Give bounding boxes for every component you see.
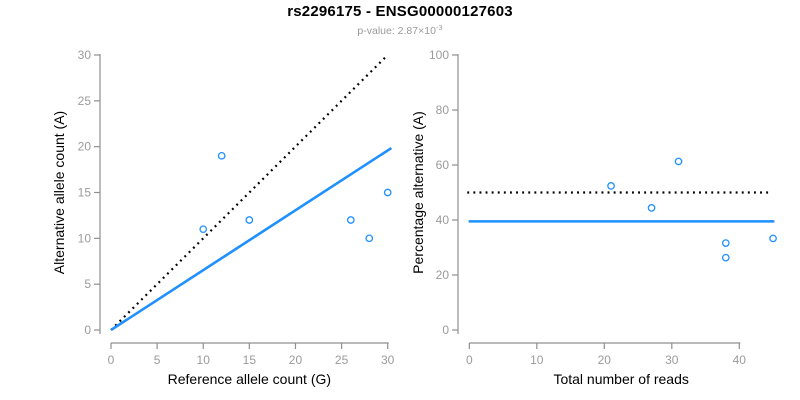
y-tick-label: 100 bbox=[429, 48, 449, 62]
x-axis-title: Total number of reads bbox=[553, 371, 688, 387]
y-axis-title: Alternative allele count (A) bbox=[51, 111, 67, 274]
y-tick-label: 10 bbox=[78, 231, 92, 245]
y-tick-label: 5 bbox=[84, 277, 91, 291]
allelic-ratio-line bbox=[110, 146, 393, 332]
x-tick-label: 20 bbox=[598, 353, 612, 367]
data-point bbox=[365, 234, 374, 243]
allele-counts-panel: 0 5 10 15 20 25 30 0 5 10 15 20 25 30 Reference allele… bbox=[51, 48, 395, 387]
data-point bbox=[245, 216, 254, 224]
x-tick-label: 30 bbox=[665, 353, 679, 367]
y-tick-label: 60 bbox=[436, 158, 450, 172]
chart-title: rs2296175 - ENSG00000127603 bbox=[287, 3, 513, 20]
x-tick-label: 25 bbox=[335, 353, 349, 367]
x-tick-label: 20 bbox=[289, 353, 303, 367]
y-tick-label: 80 bbox=[436, 103, 450, 117]
x-tick-label: 5 bbox=[154, 353, 161, 367]
data-point bbox=[721, 239, 730, 247]
data-point bbox=[199, 225, 208, 234]
x-tick-label: 10 bbox=[197, 353, 211, 367]
x-tick-label: 30 bbox=[381, 353, 395, 367]
y-tick-label: 15 bbox=[78, 185, 92, 199]
x-tick-label: 40 bbox=[733, 353, 747, 367]
data-point bbox=[383, 188, 392, 197]
data-point bbox=[721, 253, 730, 262]
data-point bbox=[346, 216, 355, 224]
y-tick-label: 0 bbox=[84, 323, 91, 337]
chart-subtitle: p-value: 2.87×10-3 bbox=[0, 23, 800, 37]
y-tick-label: 20 bbox=[78, 140, 92, 154]
x-tick-label: 0 bbox=[466, 353, 473, 367]
x-tick-label: 0 bbox=[108, 353, 115, 367]
y-tick-label: 25 bbox=[78, 94, 92, 108]
x-tick-label: 10 bbox=[530, 353, 544, 367]
y-tick-label: 40 bbox=[436, 213, 450, 227]
subtitle-text: p-value: 2.87×10 bbox=[357, 25, 436, 37]
data-point bbox=[647, 204, 656, 212]
y-tick-label: 20 bbox=[436, 268, 450, 282]
y-tick-label: 0 bbox=[442, 323, 449, 337]
y-axis-title: Percentage alternative (A) bbox=[410, 111, 426, 274]
data-point bbox=[674, 157, 683, 166]
data-point bbox=[769, 234, 777, 243]
identity-line-dotted bbox=[110, 55, 388, 331]
subtitle-exponent: -3 bbox=[435, 23, 443, 32]
data-point bbox=[607, 182, 615, 190]
x-axis-title: Reference allele count (G) bbox=[168, 371, 331, 387]
y-tick-label: 30 bbox=[78, 48, 92, 62]
x-tick-label: 15 bbox=[243, 353, 257, 367]
data-point bbox=[217, 151, 226, 160]
percentage-alternative-panel: 0 20 40 60 80 100 0 10 20 30 40 Total number of rea… bbox=[410, 48, 777, 387]
